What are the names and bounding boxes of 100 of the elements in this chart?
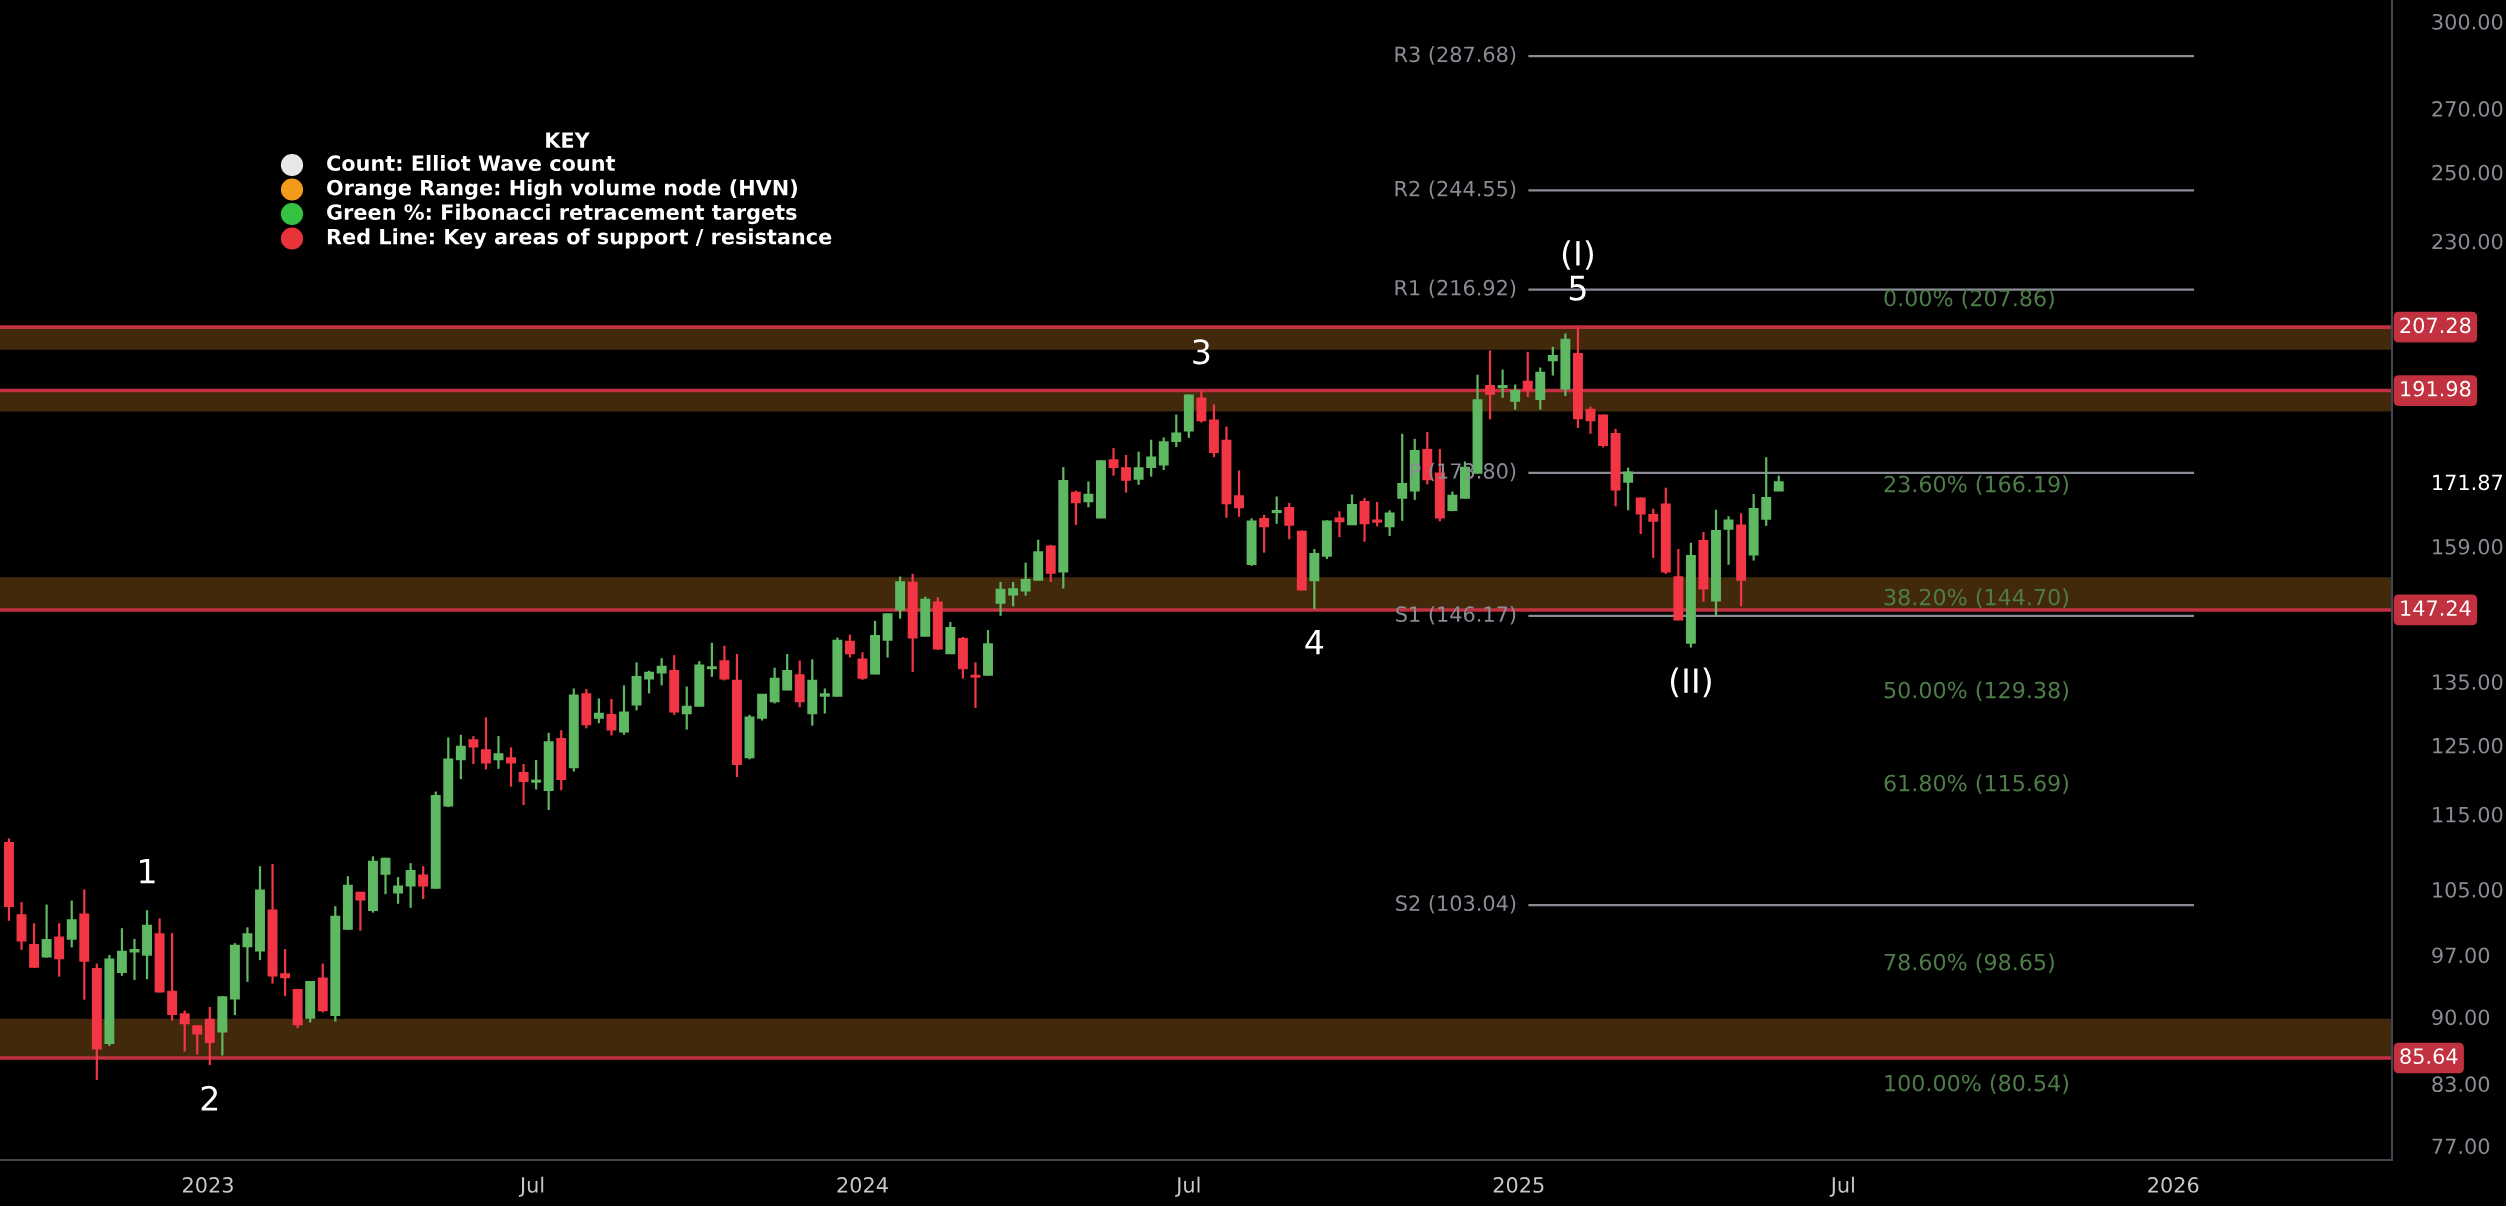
y-tick-label: 125.00: [2433, 737, 2503, 754]
candlestick: [29, 922, 40, 969]
candlestick: [1723, 515, 1734, 566]
annotation: 78.60% (98.65): [1884, 953, 2054, 974]
y-tick-label: 115.00: [2433, 806, 2503, 823]
candlestick: [1485, 349, 1496, 421]
candlestick: [1334, 510, 1345, 539]
y-tick-label: 90.00: [2432, 1009, 2490, 1026]
series-label: S2 (103.04): [1396, 895, 1516, 914]
y-tick-label: 230.00: [2432, 233, 2503, 250]
candlestick: [1397, 432, 1408, 522]
candlestick: [1547, 345, 1558, 377]
candlestick: [1083, 480, 1094, 509]
annotation: 61.80% (115.69): [1884, 774, 2068, 795]
annotation: 3: [1193, 339, 1210, 365]
candlestick: [1070, 489, 1081, 526]
y-tick-label: 250.00: [2432, 164, 2503, 181]
candlestick: [1648, 507, 1659, 560]
candlestick: [54, 922, 65, 978]
candlestick: [179, 1009, 190, 1053]
candlestick: [1284, 501, 1295, 541]
x-tick-label: Jul: [1829, 1176, 1854, 1197]
candlestick: [1372, 500, 1383, 528]
candlestick: [418, 865, 429, 901]
candlestick: [681, 685, 692, 731]
ref-line-label: 207.28: [2400, 317, 2471, 334]
candlestick: [1020, 561, 1031, 597]
y-tick-label: 105.00: [2433, 881, 2503, 898]
candlestick: [844, 633, 855, 659]
candlestick: [468, 735, 479, 766]
candlestick: [1259, 513, 1270, 554]
ref-line-label: 147.24: [2401, 600, 2471, 616]
ref-line-label: 191.98: [2401, 380, 2471, 397]
candlestick: [1497, 368, 1508, 399]
annotation: 4: [1305, 630, 1324, 655]
candlestick: [995, 580, 1006, 617]
candlestick: [1234, 469, 1244, 518]
annotation: Green %: Fibonacci retracement targets: [327, 203, 797, 225]
annotation: 23.60% (166.19): [1884, 475, 2068, 496]
series-label: R2 (244.55): [1395, 180, 1516, 199]
candlestick: [1008, 580, 1019, 608]
candlestick: [380, 856, 391, 896]
candlestick: [531, 758, 542, 791]
y-tick-label: 135.00: [2433, 674, 2503, 690]
candlestick: [769, 666, 780, 705]
candlestick: [1158, 436, 1169, 472]
candlestick: [1196, 389, 1207, 424]
annotation: 38.20% (144.70): [1884, 588, 2068, 609]
candlestick: [1271, 495, 1282, 525]
x-tick-label: 2024: [837, 1177, 888, 1193]
candlestick: [719, 644, 730, 682]
y-tick-label: 97.00: [2432, 947, 2490, 964]
y-tick-label: 171.87: [2433, 474, 2503, 491]
annotation: 1: [140, 859, 155, 884]
candlestick: [706, 641, 717, 678]
candlestick: [518, 762, 529, 807]
annotation: Count: Elliot Wave count: [327, 154, 616, 172]
candlestick: [1146, 438, 1157, 478]
candlestick: [1121, 453, 1132, 494]
x-tick-label: 2023: [183, 1177, 233, 1193]
candlestick: [970, 661, 981, 709]
annotation: (II): [1670, 667, 1711, 698]
candlestick: [757, 692, 768, 722]
series-label: R3 (287.68): [1395, 46, 1516, 65]
candlestick: [1347, 493, 1357, 526]
annotation: (I): [1562, 240, 1593, 270]
candlestick: [116, 927, 127, 977]
candlestick: [1585, 405, 1596, 435]
candlestick: [204, 1005, 215, 1067]
y-tick-label: 270.00: [2432, 101, 2503, 117]
candlestick: [656, 657, 667, 687]
candlestick: [606, 697, 617, 737]
ref-line-label: 85.64: [2400, 1048, 2458, 1065]
x-tick-label: Jul: [1175, 1176, 1200, 1197]
candlestick: [280, 947, 291, 998]
annotation: Red Line: Key areas of support / resistance: [327, 228, 832, 249]
candlestick: [782, 652, 793, 692]
annotation: 0.00% (207.86): [1884, 289, 2054, 310]
candlestick: [167, 932, 178, 1022]
candlestick: [857, 651, 868, 681]
x-tick-label: 2025: [1493, 1177, 1544, 1193]
candlestick: [1510, 383, 1521, 411]
y-tick-label: 83.00: [2432, 1076, 2490, 1093]
annotation: Orange Range: High volume node (HVN): [327, 179, 797, 200]
x-tick-label: 2026: [2148, 1177, 2199, 1193]
y-tick-label: 159.00: [2433, 538, 2503, 555]
annotation: 2: [201, 1085, 218, 1111]
candlestick: [493, 735, 504, 770]
candlestick: [1761, 456, 1772, 527]
candlestick: [1522, 350, 1533, 399]
candlestick: [455, 733, 466, 781]
y-tick-label: 300.00: [2432, 13, 2503, 30]
candlestick: [619, 684, 629, 736]
candlestick: [1133, 450, 1144, 486]
series-label: R1 (216.92): [1395, 279, 1516, 299]
y-tick-label: 77.00: [2432, 1138, 2490, 1155]
candlestick: [66, 899, 77, 949]
annotation: KEY: [546, 132, 590, 148]
x-tick-label: Jul: [518, 1176, 544, 1197]
annotation: 50.00% (129.38): [1884, 681, 2068, 702]
